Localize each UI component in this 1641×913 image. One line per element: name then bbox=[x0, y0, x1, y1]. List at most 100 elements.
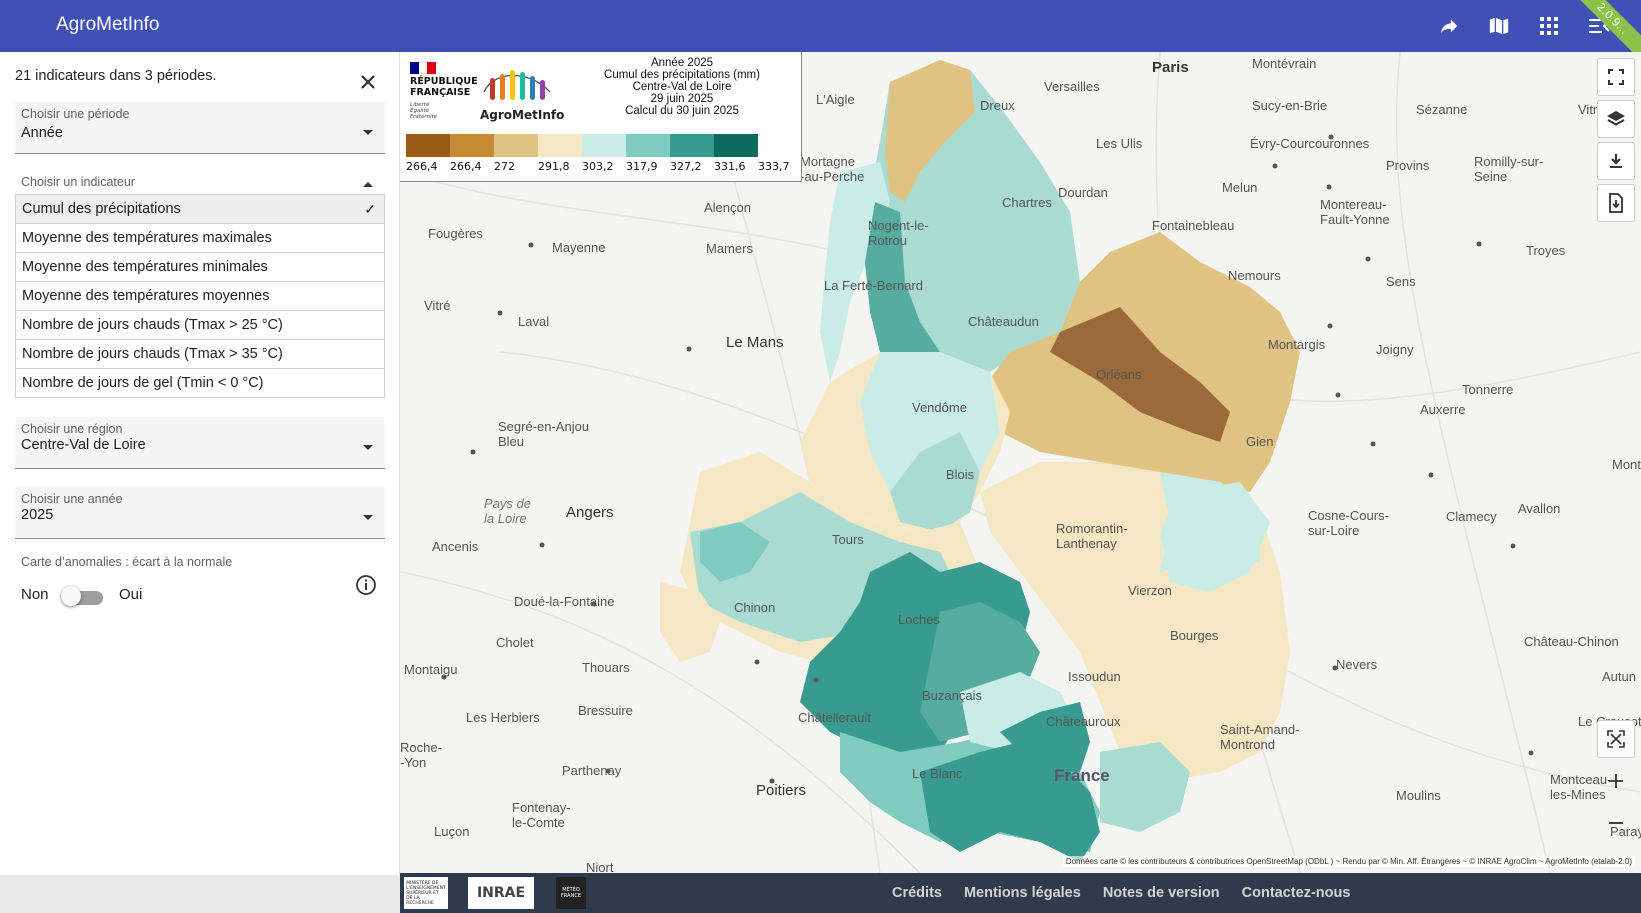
indicator-option-jours-chauds-25[interactable]: Nombre de jours chauds (Tmax > 25 °C) bbox=[16, 311, 384, 340]
map-label-angers: Angers bbox=[566, 504, 614, 521]
map-view[interactable]: Paris Versailles Montévrain L'Aigle Dreu… bbox=[400, 52, 1641, 873]
map-label-paray: Paray bbox=[1610, 824, 1641, 839]
map-label-pays-de-la-loire: Pays de la Loire bbox=[484, 496, 531, 526]
map-label-gien: Gien bbox=[1246, 434, 1274, 449]
map-label-paris: Paris bbox=[1152, 59, 1189, 76]
year-select-value: 2025 bbox=[21, 507, 54, 523]
map-attribution[interactable]: Données carte © les contributeurs & cont… bbox=[1062, 856, 1635, 867]
map-label-autun: Autun bbox=[1602, 669, 1636, 684]
indicator-option-tmoy-moyenne[interactable]: Moyenne des températures moyennes bbox=[16, 282, 384, 311]
book-map-icon[interactable] bbox=[1483, 10, 1515, 42]
download-icon[interactable] bbox=[1597, 142, 1635, 180]
app-bar: AgroMetInfo 2.0.9... bbox=[0, 0, 1641, 65]
agrometinfo-logo-text: AgroMetInfo bbox=[480, 108, 565, 122]
apps-grid-icon[interactable] bbox=[1533, 10, 1565, 42]
map-label-bressuire: Bressuire bbox=[578, 703, 633, 718]
map-label-troyes: Troyes bbox=[1526, 243, 1566, 258]
map-label-vendome: Vendôme bbox=[912, 400, 967, 415]
map-label-joigny: Joigny bbox=[1376, 342, 1414, 357]
fit-extent-icon[interactable] bbox=[1597, 720, 1635, 758]
map-label-chatellerault: Châtellerault bbox=[798, 710, 871, 725]
legend-title: Année 2025 Cumul des précipitations (mm)… bbox=[604, 57, 760, 117]
map-label-romorantin: Romorantin- Lanthenay bbox=[1056, 521, 1128, 551]
legend-swatch bbox=[494, 134, 538, 157]
legal-notices-link[interactable]: Mentions légales bbox=[963, 885, 1081, 901]
map-label-blois: Blois bbox=[946, 467, 975, 482]
layers-icon[interactable] bbox=[1597, 100, 1635, 138]
map-label-nevers: Nevers bbox=[1336, 657, 1378, 672]
indicator-option-jours-gel[interactable]: Nombre de jours de gel (Tmin < 0 °C) bbox=[16, 369, 384, 398]
legend-swatch bbox=[406, 134, 450, 157]
period-select[interactable]: Choisir une période Année bbox=[15, 102, 385, 154]
legend-value: 331,6 bbox=[714, 160, 746, 173]
map-label-auxerre: Auxerre bbox=[1420, 402, 1466, 417]
map-label-chateau-chinon: Château-Chinon bbox=[1524, 634, 1619, 649]
map-label-nemours: Nemours bbox=[1228, 268, 1281, 283]
map-label-vitre: Vitré bbox=[424, 298, 451, 313]
map-label-melun: Melun bbox=[1222, 180, 1258, 195]
indicator-option-jours-chauds-35[interactable]: Nombre de jours chauds (Tmax > 35 °C) bbox=[16, 340, 384, 369]
legend-swatch bbox=[538, 134, 582, 157]
period-select-value: Année bbox=[21, 125, 63, 141]
map-label-les-herbiers: Les Herbiers bbox=[466, 710, 540, 725]
release-notes-link[interactable]: Notes de version bbox=[1102, 885, 1220, 901]
map-label-vierzon: Vierzon bbox=[1128, 583, 1172, 598]
map-label-montargis: Montargis bbox=[1268, 337, 1326, 352]
legend-swatch bbox=[714, 134, 758, 157]
close-icon[interactable] bbox=[356, 70, 380, 94]
legend-value: 266,4 bbox=[450, 160, 482, 173]
map-label-provins: Provins bbox=[1386, 158, 1430, 173]
map-label-chinon: Chinon bbox=[734, 600, 776, 615]
credits-link[interactable]: Crédits bbox=[892, 885, 942, 901]
indicator-summary: 21 indicateurs dans 3 périodes. bbox=[15, 68, 217, 84]
map-label-mortagne: Mortagne -au-Perche bbox=[800, 154, 865, 184]
app-title[interactable]: AgroMetInfo bbox=[56, 14, 160, 35]
map-controls bbox=[1597, 58, 1635, 222]
export-file-icon[interactable] bbox=[1597, 184, 1635, 222]
legend-swatch bbox=[582, 134, 626, 157]
republique-francaise-text: RÉPUBLIQUE FRANÇAISE bbox=[410, 76, 478, 98]
map-label-clamecy: Clamecy bbox=[1446, 509, 1497, 524]
map-label-versailles: Versailles bbox=[1044, 79, 1100, 94]
map-label-fontainebleau: Fontainebleau bbox=[1152, 218, 1235, 233]
map-label-dreux: Dreux bbox=[980, 98, 1015, 113]
check-icon: ✓ bbox=[364, 201, 376, 217]
year-select[interactable]: Choisir une année 2025 bbox=[15, 487, 385, 539]
footer: MINISTÈRE DE L'ENSEIGNEMENT SUPÉRIEUR ET… bbox=[400, 873, 1641, 913]
map-label-evry: Évry-Courcouronnes bbox=[1250, 136, 1370, 151]
chevron-down-icon bbox=[363, 515, 373, 520]
map-label-buzancais: Buzançais bbox=[922, 688, 982, 703]
zoom-in-icon[interactable] bbox=[1597, 762, 1635, 800]
map-label-mont: Mont bbox=[1612, 457, 1641, 472]
indicator-option-tmin-moyenne[interactable]: Moyenne des températures minimales bbox=[16, 253, 384, 282]
indicator-option-cumul-precipitations[interactable]: Cumul des précipitations ✓ bbox=[16, 195, 384, 224]
anomaly-toggle[interactable] bbox=[61, 586, 105, 606]
map-label-niort: Niort bbox=[586, 860, 614, 873]
map-label-montevrain: Montévrain bbox=[1252, 56, 1317, 71]
map-label-ancenis: Ancenis bbox=[432, 539, 479, 554]
region-select[interactable]: Choisir une région Centre-Val de Loire bbox=[15, 417, 385, 469]
indicator-option-tmax-moyenne[interactable]: Moyenne des températures maximales bbox=[16, 224, 384, 253]
legend-value: 303,2 bbox=[582, 160, 614, 173]
ministere-logo[interactable]: MINISTÈRE DE L'ENSEIGNEMENT SUPÉRIEUR ET… bbox=[404, 877, 448, 909]
info-icon[interactable] bbox=[354, 573, 378, 597]
map-label-doue: Doué-la-Fontaine bbox=[514, 594, 615, 609]
inrae-logo[interactable]: INRAE bbox=[468, 877, 534, 909]
map-label-roche-sur-yon: Roche- -Yon bbox=[400, 740, 442, 770]
indicator-list: Cumul des précipitations ✓ Moyenne des t… bbox=[15, 194, 385, 398]
agrometinfo-logo-icon bbox=[483, 70, 551, 100]
meteo-france-logo[interactable]: MÉTÉO FRANCE bbox=[556, 877, 586, 909]
map-label-bourges: Bourges bbox=[1170, 628, 1219, 643]
fullscreen-icon[interactable] bbox=[1597, 58, 1635, 96]
map-label-montereau: Montereau- Fault-Yonne bbox=[1320, 197, 1390, 227]
map-label-loches: Loches bbox=[898, 612, 940, 627]
zoom-out-icon[interactable] bbox=[1597, 804, 1635, 842]
map-label-issoudun: Issoudun bbox=[1068, 669, 1121, 684]
map-label-ferte: La Ferté-Bernard bbox=[824, 278, 923, 293]
map-label-romilly: Romilly-sur- Seine bbox=[1474, 154, 1544, 184]
republique-francaise-logo: RÉPUBLIQUE FRANÇAISE Liberté Égalité Fra… bbox=[410, 62, 478, 122]
chevron-down-icon bbox=[363, 445, 373, 450]
share-icon[interactable] bbox=[1433, 10, 1465, 42]
map-label-orleans: Orléans bbox=[1096, 367, 1142, 382]
contact-link[interactable]: Contactez-nous bbox=[1241, 885, 1351, 901]
